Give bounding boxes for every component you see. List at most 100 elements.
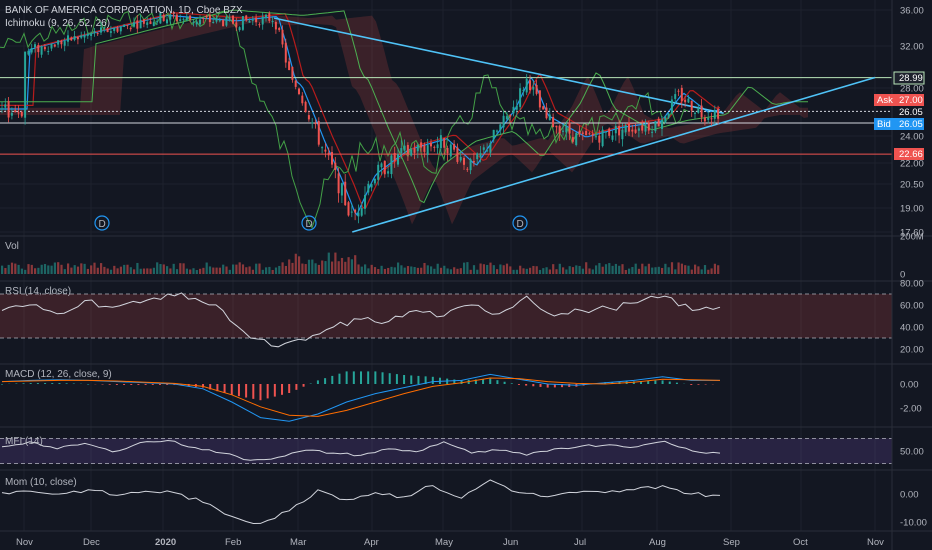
volume-bar [37,267,40,274]
ichimoku-label[interactable]: Ichimoku (9, 26, 52, 26) [5,18,110,29]
trendline[interactable] [274,17,724,114]
volume-bar [238,262,241,274]
candle-body [631,129,634,132]
volume-bar [241,264,245,274]
candle-body [651,131,654,133]
macd-histogram-bar [324,378,327,384]
macd-histogram-bar [374,371,377,384]
x-axis-tick-label: Sep [723,537,740,548]
candle-body [535,84,538,94]
volume-bar [426,265,429,274]
price-tags: 28.99 Ask 27.00 26.05 Bid 26.05 22.66 [874,71,925,160]
candle-body [162,14,165,22]
macd-histogram-bar [65,383,68,384]
candle-body [116,27,119,32]
macd-histogram-bar [424,376,427,384]
rsi-label[interactable]: RSI (14, close) [5,286,71,297]
volume-bar [235,264,238,274]
time-axis[interactable]: Nov Dec 2020 Feb Mar Apr May Jun Jul Aug Sep Oct Nov [16,537,884,548]
price-axis[interactable]: 36.00 32.00 28.00 24.00 22.00 20.50 19.00 17.60… [900,6,927,529]
volume-bar [713,263,716,274]
candle-body [274,21,277,30]
volume-bar [373,267,377,274]
candle-body [152,22,155,27]
macd-histogram-bar [668,381,671,384]
volume-bar [423,262,426,274]
volume-bar [47,265,50,274]
dividend-marker[interactable] [301,215,317,231]
mfi-label[interactable]: MFI (14) [5,436,43,447]
volume-bar [192,268,195,274]
volume-bar [123,264,126,274]
candle-body [350,211,353,213]
volume-bar [222,264,225,274]
volume-bar [218,267,221,274]
candle-body [228,17,231,19]
macd-histogram-bar [209,384,212,390]
candle-body [106,28,109,33]
mom-label[interactable]: Mom (10, close) [5,477,77,488]
volume-bar [703,265,707,274]
volume-bar [575,265,578,274]
dividend-marker[interactable] [94,215,110,231]
candle-body [529,80,531,91]
volume-bar [301,263,304,274]
candle-body [340,183,343,196]
candle-body [383,160,386,175]
volume-bar [595,265,598,274]
candle-body [426,145,429,156]
dividend-marker[interactable] [512,215,528,231]
macd-histogram-bar [482,379,485,384]
volume-bar [103,266,106,274]
candle-body [129,28,132,30]
volume-bar [499,264,502,274]
volume-bar [139,268,142,274]
macd-histogram-bar [166,384,169,385]
macd-histogram-bar [115,384,118,385]
volume-bar [634,263,637,274]
macd-histogram-bar [345,371,348,384]
volume-bar [215,267,218,274]
volume-bar [367,268,370,274]
candle-body [337,173,340,194]
candle-body [331,152,333,165]
volume-bar [387,267,390,274]
macd-histogram-bar [22,383,25,384]
signal-line [1,377,721,417]
volume-pane[interactable] [1,252,720,274]
candle-body [674,94,677,99]
candle-body [413,148,416,153]
volume-bar [700,269,703,274]
candle-body [354,209,357,213]
rsi-pane[interactable] [0,292,892,348]
mom-pane[interactable] [1,479,721,525]
volume-bar [565,269,568,274]
candle-body [298,88,300,95]
macd-label[interactable]: MACD (12, 26, close, 9) [5,369,112,380]
macd-histogram-bar [266,384,269,399]
macd-histogram-bar [338,373,341,384]
candle-body [542,106,545,110]
trendlines[interactable] [274,17,876,233]
candle-body [657,118,660,127]
volume-bar [146,268,149,274]
candle-body [126,24,129,26]
x-axis-tick-label: Aug [649,537,666,548]
mfi-pane[interactable] [0,437,892,465]
volume-bar [113,265,116,274]
trendline[interactable] [352,76,876,233]
y-axis-tick-label: 36.00 [900,6,924,17]
volume-bar [232,264,235,274]
macd-pane[interactable] [1,371,721,422]
volume-bar [482,264,485,274]
x-axis-tick-label: 2020 [155,537,176,548]
candle-body [311,122,314,124]
volume-label[interactable]: Vol [5,241,19,252]
candle-body [604,131,607,133]
candle-body [684,99,687,103]
volume-bar [687,265,690,274]
volume-bar [60,264,63,274]
